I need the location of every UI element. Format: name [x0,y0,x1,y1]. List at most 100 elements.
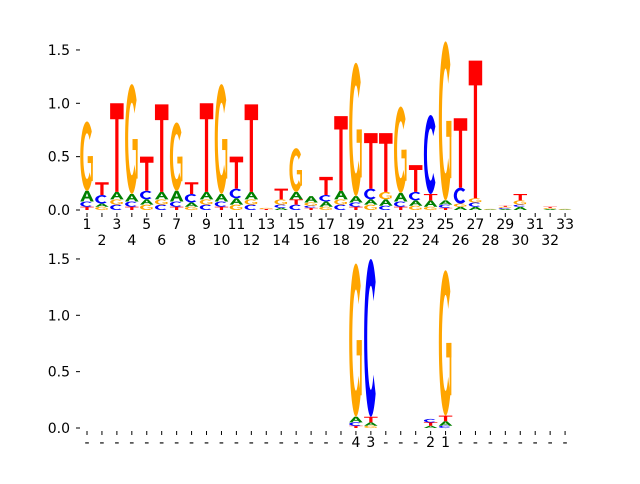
logo-letter-shape [364,133,378,188]
logo-letter-A [558,209,572,210]
x-tick-label: - [503,435,508,451]
logo-letter-C [334,205,346,210]
logo-letter-shape [170,201,182,206]
logo-letter-shape [289,148,301,192]
logo-letter-A [304,196,318,202]
logo-letter-G [409,206,422,210]
logo-letter-shape [479,200,481,202]
logo-letter-A [454,207,468,210]
logo-letter-A [95,204,109,207]
logo-letter-G [304,203,317,206]
x-tick-label: 9 [202,217,211,233]
logo-letter-shape [136,139,138,179]
logo-letter-G [394,107,407,193]
logo-letter-shape [364,205,376,210]
logo-letter-C [439,205,451,208]
logo-letter-T [110,103,124,192]
logo-letter-shape [379,206,391,210]
logo-letter-G [215,84,228,194]
logo-letter-shape [375,207,377,209]
logo-letter-shape [200,199,212,204]
logo-letter-shape [304,206,316,208]
logo-letter-shape [454,188,466,204]
logo-letter-shape [364,426,376,428]
logo-letter-shape [349,263,361,416]
x-tick-label: 4 [351,435,360,451]
logo-letter-shape [439,421,453,426]
x-tick-label: 2 [97,233,106,249]
logo-letter-G [484,209,497,210]
logo-letter-A [289,192,303,199]
x-tick-label: - [548,435,553,451]
logo-letter-G [558,209,571,210]
logo-letter-shape [185,203,199,207]
x-tick-label: - [129,435,134,451]
logo-letter-T [185,182,199,194]
logo-letter-A [170,191,184,202]
logo-letter-shape [364,199,378,204]
x-tick-label: - [189,435,194,451]
logo-letter-shape [484,209,496,210]
logo-letter-G [200,199,213,204]
logo-letter-C [454,188,466,204]
logo-letter-A [469,207,483,210]
y-tick-label: 1.5 [48,43,70,59]
logo-letter-shape [484,209,498,210]
x-tick-label: 5 [142,217,151,233]
logo-letter-shape [304,196,318,202]
logo-letter-C [289,205,301,210]
logo-letter-G [274,199,287,204]
logo-letter-A [514,207,528,210]
logo-letter-G [514,200,527,204]
logo-letter-G [349,63,362,196]
logo-letter-shape [334,199,346,204]
logo-letter-A [364,422,378,425]
logo-letter-shape [304,208,318,210]
logo-letter-shape [80,121,92,190]
logo-letter-T [200,103,214,192]
logo-letter-T [274,189,288,200]
logo-letter-G [319,207,332,210]
logo-letter-shape [424,115,436,194]
x-tick-label: 12 [242,233,260,249]
logo-letter-shape [155,104,169,191]
logo-letter-T [140,157,154,191]
x-tick-label: - [204,435,209,451]
logo-letter-shape [424,422,438,425]
logo-letter-T [543,207,557,208]
logo-letter-shape [304,203,316,206]
logo-letter-shape [260,209,274,210]
logo-letter-shape [91,156,93,181]
x-tick-label: 29 [496,217,514,233]
logo-letter-shape [465,205,467,206]
logo-letter-shape [230,205,242,210]
logo-letter-shape [215,194,229,201]
logo-letter-shape [364,417,378,423]
y-tick-label: 0.5 [48,365,70,381]
logo-letter-shape [289,199,303,204]
logo-letter-C [424,115,436,194]
logo-letter-C [170,201,182,206]
logo-letter-shape [245,104,259,191]
x-tick-label: - [518,435,523,451]
logo-letter-shape [125,194,139,201]
x-tick-label: 7 [172,217,181,233]
x-tick-label: - [563,435,568,451]
logo-letter-A [439,421,453,426]
logo-letter-shape [140,157,154,191]
logo-letter-shape [155,205,167,210]
x-tick-label: 23 [407,217,425,233]
logo-letter-C [514,205,526,207]
logo-letter-shape [125,84,137,194]
logo-letter-shape [450,343,452,395]
x-tick-label: 1 [83,217,92,233]
logo-letter-shape [514,194,528,200]
logo-letter-G [230,205,243,210]
logo-letter-T [125,207,139,210]
x-tick-label: - [144,435,149,451]
logo-letter-shape [394,193,408,202]
logo-letter-A [140,199,154,204]
x-tick-label: 1 [441,435,450,451]
logo-letter-shape [215,207,229,210]
x-tick-label: - [174,435,179,451]
